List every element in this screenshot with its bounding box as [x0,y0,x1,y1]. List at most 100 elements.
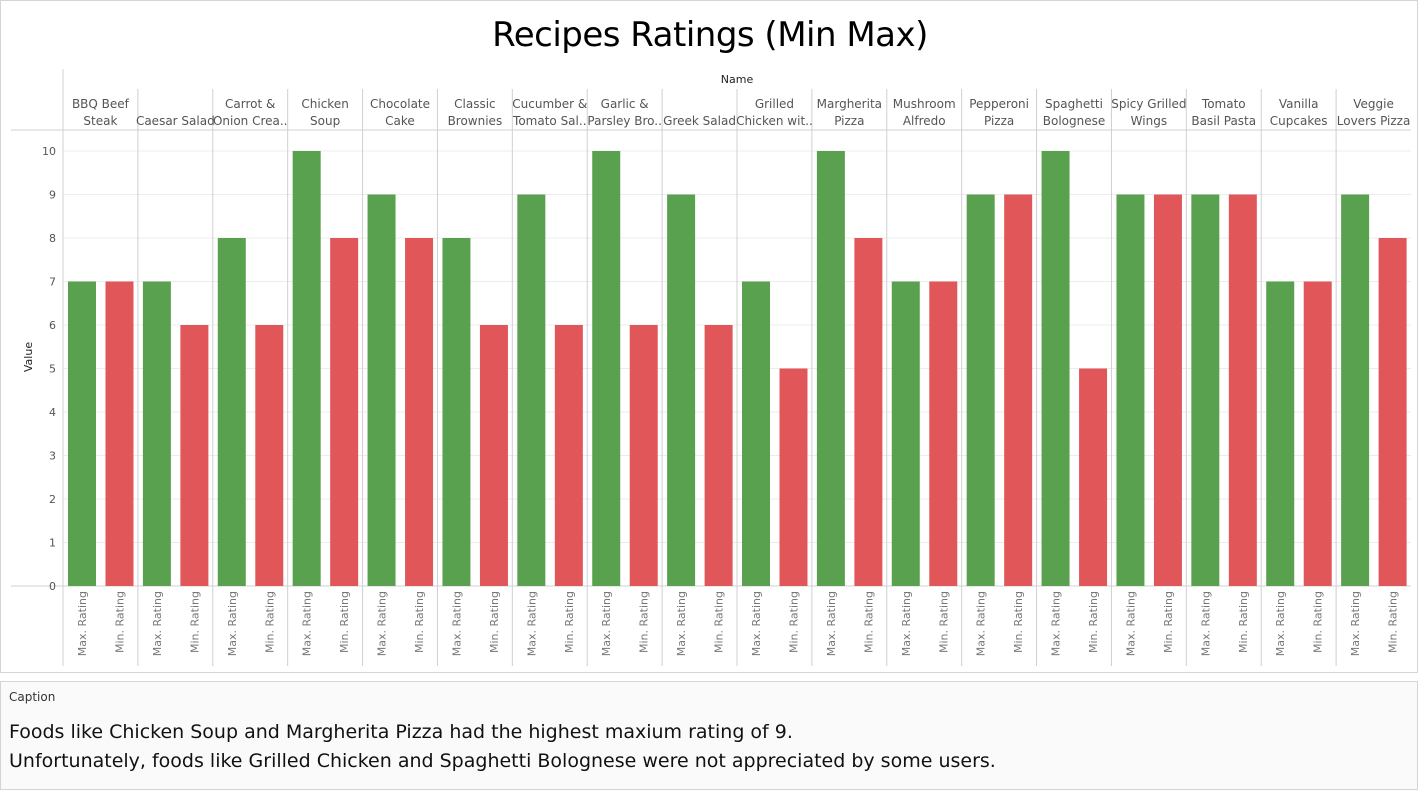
bar-max-rating[interactable] [217,238,246,586]
y-axis-title: Value [22,342,35,372]
caption-panel: Caption Foods like Chicken Soup and Marg… [0,681,1418,790]
sub-category-label: Min. Rating [114,591,127,653]
bar-min-rating[interactable] [854,238,883,586]
bar-min-rating[interactable] [704,325,733,586]
category-label: Lovers Pizza [1337,114,1411,128]
category-label: Mushroom [893,97,956,111]
bar-max-rating[interactable] [966,194,995,587]
sub-category-label: Max. Rating [975,591,988,656]
sub-category-label: Min. Rating [338,591,351,653]
y-tick-label: 5 [49,363,56,376]
bar-max-rating[interactable] [68,281,96,587]
sub-category-label: Min. Rating [1162,591,1175,653]
category-label: Grilled [755,97,794,111]
bar-max-rating[interactable] [1266,281,1295,587]
bar-min-rating[interactable] [255,325,284,586]
category-label: Chicken [301,97,348,111]
bar-min-rating[interactable] [929,281,958,587]
bar-max-rating[interactable] [667,194,696,587]
bar-min-rating[interactable] [1004,194,1033,587]
bar-max-rating[interactable] [442,238,471,586]
category-label: Bolognese [1043,114,1106,128]
sub-category-label: Max. Rating [301,591,314,656]
sub-category-label: Max. Rating [750,591,763,656]
bar-max-rating[interactable] [292,151,321,586]
bar-max-rating[interactable] [1341,194,1370,587]
bar-min-rating[interactable] [1303,281,1332,587]
category-label: Basil Pasta [1191,114,1256,128]
caption-text-line-1: Foods like Chicken Soup and Margherita P… [9,721,793,743]
bar-max-rating[interactable] [891,281,920,587]
bar-min-rating[interactable] [180,325,209,586]
bar-min-rating[interactable] [105,281,134,587]
category-label: Margherita [817,97,882,111]
bar-min-rating[interactable] [479,325,508,586]
bar-min-rating[interactable] [629,325,658,586]
sub-category-label: Max. Rating [675,591,688,656]
sub-category-label: Max. Rating [450,591,463,656]
sub-category-label: Max. Rating [226,591,239,656]
category-label: Parsley Bro.. [587,114,662,128]
category-label: Chocolate [370,97,430,111]
y-tick-label: 9 [49,189,56,202]
category-label: Alfredo [903,114,946,128]
bar-min-rating[interactable] [779,368,808,587]
category-label: Veggie [1353,97,1394,111]
category-label: Cake [385,114,415,128]
bar-max-rating[interactable] [1116,194,1145,587]
bar-min-rating[interactable] [1378,238,1407,586]
category-label: Steak [83,114,117,128]
bar-max-rating[interactable] [517,194,546,587]
y-tick-label: 6 [49,319,56,332]
sub-category-label: Min. Rating [1012,591,1025,653]
bar-min-rating[interactable] [330,238,359,586]
y-tick-label: 0 [49,580,56,593]
sub-category-label: Min. Rating [638,591,651,653]
sub-category-label: Min. Rating [937,591,950,653]
category-label: Vanilla [1279,97,1319,111]
bar-max-rating[interactable] [142,281,171,587]
category-label: Spicy Grilled [1111,97,1186,111]
sub-category-label: Min. Rating [713,591,726,653]
caption-text-line-2: Unfortunately, foods like Grilled Chicke… [9,750,996,772]
bar-min-rating[interactable] [1228,194,1257,587]
chart-panel: Recipes Ratings (Min Max) Name Value 0 1 2 3 4… [0,0,1418,673]
bar-min-rating[interactable] [405,238,434,586]
sub-category-label: Max. Rating [1349,591,1362,656]
chart-svg[interactable]: Name Value 0 1 2 3 4 5 6 7 8 9 10 BBQ Beef Steak Max. R… [1,1,1419,672]
sub-category-label: Min. Rating [488,591,501,653]
category-label: Tomato [1201,97,1246,111]
category-label: Garlic & [601,97,649,111]
sub-category-label: Min. Rating [188,591,201,653]
sub-category-label: Max. Rating [1124,591,1137,656]
bar-min-rating[interactable] [554,325,583,586]
y-tick-label: 8 [49,232,56,245]
column-header-name: Name [721,73,754,86]
category-label: Chicken wit.. [736,114,813,128]
category-label: Soup [310,114,340,128]
bar-max-rating[interactable] [367,194,396,587]
sub-category-label: Min. Rating [1312,591,1325,653]
category-label: Brownies [448,114,503,128]
sub-category-label: Max. Rating [76,591,89,656]
y-tick-label: 3 [49,450,56,463]
category-label: Carrot & [225,97,275,111]
y-tick-label: 2 [49,493,56,506]
category-label: Tomato Sal.. [512,114,586,128]
y-tick-label: 10 [42,145,56,158]
category-label: Pepperoni [969,97,1029,111]
category-label: Cucumber & [512,97,587,111]
chart-title: Recipes Ratings (Min Max) [492,15,928,55]
sub-category-label: Max. Rating [1274,591,1287,656]
bar-min-rating[interactable] [1153,194,1182,587]
bar-max-rating[interactable] [592,151,621,586]
category-label: Spaghetti [1045,97,1103,111]
bar-max-rating[interactable] [1191,194,1220,587]
sub-category-label: Max. Rating [1050,591,1063,656]
bar-max-rating[interactable] [742,281,770,587]
caption-label: Caption [9,690,56,704]
bar-max-rating[interactable] [1041,151,1070,586]
bar-min-rating[interactable] [1079,368,1108,587]
sub-category-label: Min. Rating [788,591,801,653]
bar-max-rating[interactable] [816,151,845,586]
